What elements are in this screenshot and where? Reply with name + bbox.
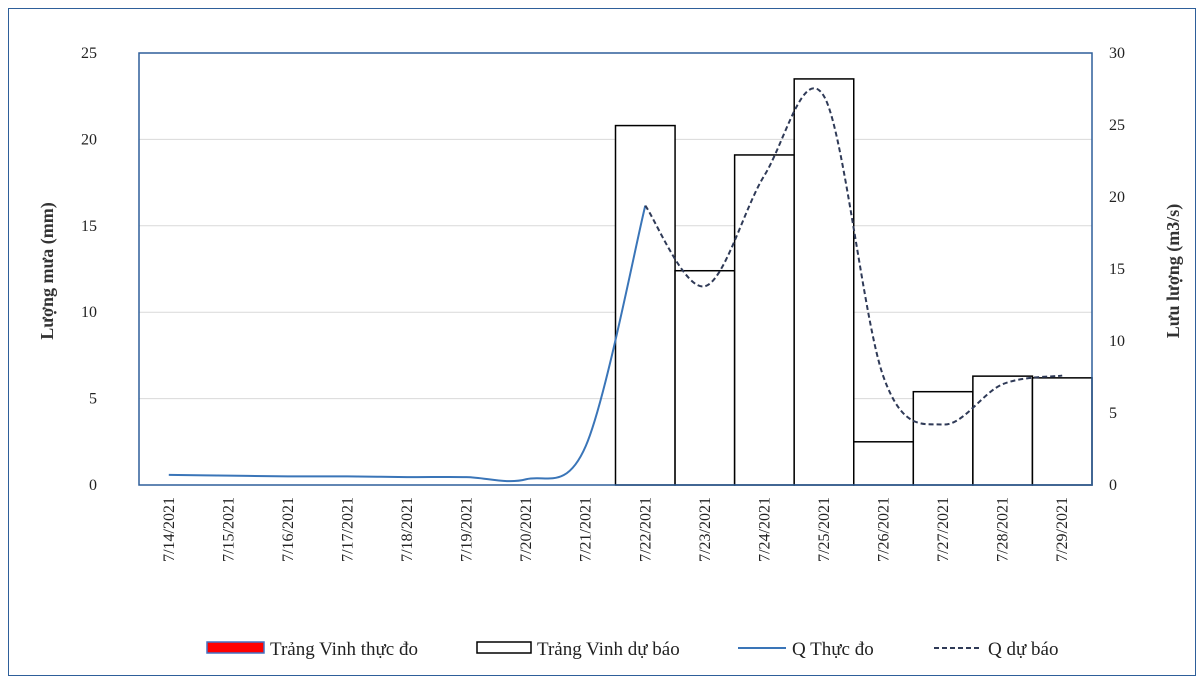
bar: [793, 78, 855, 486]
plot-border: [138, 52, 1093, 486]
chart-frame: 0 5 10 15 20 25 0 5 10 15 20 25 30 7/14/2021 7/15/20…: [8, 8, 1196, 676]
x-tick-label: 7/23/2021: [697, 497, 714, 562]
legend-item: Trảng Vinh thực đo: [206, 639, 418, 660]
legend-item: Q Thực đo: [738, 639, 874, 660]
x-tick-label: 7/27/2021: [935, 497, 952, 562]
bar: [1031, 377, 1093, 486]
right-tick-label: 5: [1109, 405, 1117, 422]
left-tick-label: 25: [81, 45, 97, 62]
left-tick-label: 15: [81, 218, 97, 235]
right-tick-label: 15: [1109, 261, 1125, 278]
left-tick-label: 0: [89, 477, 97, 494]
legend-label: Q dự báo: [988, 639, 1058, 660]
bar: [853, 441, 915, 486]
left-axis-title: Lượng mưa (mm): [37, 202, 58, 340]
legend-label: Trảng Vinh thực đo: [270, 639, 418, 660]
x-tick-label: 7/24/2021: [756, 497, 773, 562]
x-tick-label: 7/16/2021: [280, 497, 297, 562]
left-tick-label: 10: [81, 304, 97, 321]
bar: [733, 154, 795, 486]
axes: [138, 52, 1093, 486]
bar: [674, 269, 736, 486]
series-line: [644, 87, 1063, 426]
right-tick-label: 30: [1109, 45, 1125, 62]
right-tick-label: 0: [1109, 477, 1117, 494]
left-tick-label: 5: [89, 391, 97, 408]
bar: [912, 390, 974, 486]
x-tick-label: 7/19/2021: [459, 497, 476, 562]
legend-item: Q dự báo: [934, 639, 1058, 660]
x-tick-label: 7/22/2021: [637, 497, 654, 562]
legend-label: Q Thực đo: [792, 639, 874, 660]
right-tick-label: 20: [1109, 189, 1125, 206]
left-tick-label: 20: [81, 131, 97, 148]
x-tick-label: 7/17/2021: [339, 497, 356, 562]
legend-swatch: [476, 641, 532, 654]
right-axis-title: Lưu lượng (m3/s): [1163, 204, 1184, 339]
x-tick-labels: 7/14/2021 7/15/2021 7/16/2021 7/17/2021 7/18…: [161, 497, 1071, 562]
legend: Trảng Vinh thực đo Trảng Vinh dự báo Q Thự…: [206, 639, 1058, 660]
x-tick-label: 7/29/2021: [1054, 497, 1071, 562]
x-tick-label: 7/18/2021: [399, 497, 416, 562]
x-tick-label: 7/15/2021: [220, 497, 237, 562]
x-tick-label: 7/28/2021: [995, 497, 1012, 562]
legend-item: Trảng Vinh dự báo: [476, 639, 680, 660]
right-tick-labels: 0 5 10 15 20 25 30: [1109, 45, 1125, 494]
series-line: [168, 205, 647, 483]
left-tick-labels: 0 5 10 15 20 25: [81, 45, 97, 494]
x-tick-label: 7/20/2021: [518, 497, 535, 562]
bar: [972, 375, 1034, 486]
chart: 0 5 10 15 20 25 0 5 10 15 20 25 30 7/14/2021 7/15/20…: [37, 45, 1184, 660]
right-tick-label: 25: [1109, 117, 1125, 134]
series-lines: [168, 87, 1063, 483]
legend-swatch: [206, 641, 265, 654]
right-tick-label: 10: [1109, 333, 1125, 350]
x-tick-label: 7/14/2021: [161, 497, 178, 562]
x-tick-label: 7/25/2021: [816, 497, 833, 562]
x-tick-label: 7/21/2021: [578, 497, 595, 562]
legend-label: Trảng Vinh dự báo: [537, 639, 680, 660]
x-tick-label: 7/26/2021: [876, 497, 893, 562]
bar: [614, 124, 676, 486]
